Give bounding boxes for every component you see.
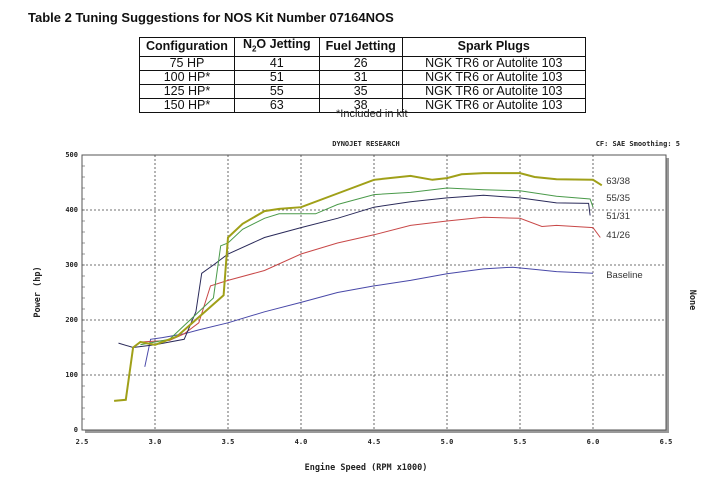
header-n2o-jetting: N2O Jetting: [233, 37, 320, 57]
table-row: 125 HP* 55 35 NGK TR6 or Autolite 103: [139, 83, 586, 99]
y-tick-label: 300: [65, 261, 78, 269]
right-axis-label: None: [687, 290, 697, 310]
x-tick-label: 4.0: [295, 438, 308, 446]
y-tick-label: 200: [65, 316, 78, 324]
x-tick-label: 6.0: [587, 438, 600, 446]
y-tick-label: 400: [65, 206, 78, 214]
x-tick-label: 3.0: [149, 438, 162, 446]
series-line-41-26: [140, 216, 601, 343]
x-tick-label: 5.0: [441, 438, 454, 446]
y-tick-label: 100: [65, 371, 78, 379]
cell: 63: [233, 97, 320, 113]
chart-subtitle: CF: SAE Smoothing: 5: [596, 140, 680, 148]
cell: 150 HP*: [139, 97, 235, 113]
cell: NGK TR6 or Autolite 103: [401, 55, 586, 71]
header-configuration: Configuration: [139, 37, 235, 57]
table-row: 150 HP* 63 38 NGK TR6 or Autolite 103: [139, 97, 586, 113]
series-line-51-31: [118, 194, 591, 349]
series-label: Baseline: [606, 270, 642, 281]
series-label: 51/31: [606, 211, 630, 222]
x-tick-label: 3.5: [222, 438, 235, 446]
series-label: 41/26: [606, 230, 630, 241]
chart-title: DYNOJET RESEARCH: [332, 140, 399, 148]
series-line-baseline: [144, 266, 594, 367]
table-row: 100 HP* 51 31 NGK TR6 or Autolite 103: [139, 69, 586, 85]
cell: 38: [318, 97, 403, 113]
series-label: 63/38: [606, 176, 630, 187]
series-line-55-35: [140, 187, 594, 346]
x-axis-label: Engine Speed (RPM x1000): [305, 462, 428, 473]
cell: 31: [318, 69, 403, 85]
tuning-table: Configuration N2O Jetting Fuel Jetting S…: [139, 37, 586, 113]
y-tick-label: 500: [65, 151, 78, 159]
header-spark-plugs: Spark Plugs: [401, 37, 586, 57]
cell: 100 HP*: [139, 69, 235, 85]
cell: NGK TR6 or Autolite 103: [401, 97, 586, 113]
y-tick-label: 0: [74, 426, 78, 434]
x-tick-label: 4.5: [368, 438, 381, 446]
y-axis-label: Power (hp): [33, 266, 43, 317]
table-note: *Included in kit: [336, 108, 408, 120]
x-tick-label: 2.5: [76, 438, 89, 446]
table-title: Table 2 Tuning Suggestions for NOS Kit N…: [28, 10, 394, 25]
x-tick-label: 5.5: [514, 438, 527, 446]
series-line-63-38: [114, 172, 603, 402]
x-tick-label: 6.5: [660, 438, 673, 446]
series-label: 55/35: [606, 193, 630, 204]
